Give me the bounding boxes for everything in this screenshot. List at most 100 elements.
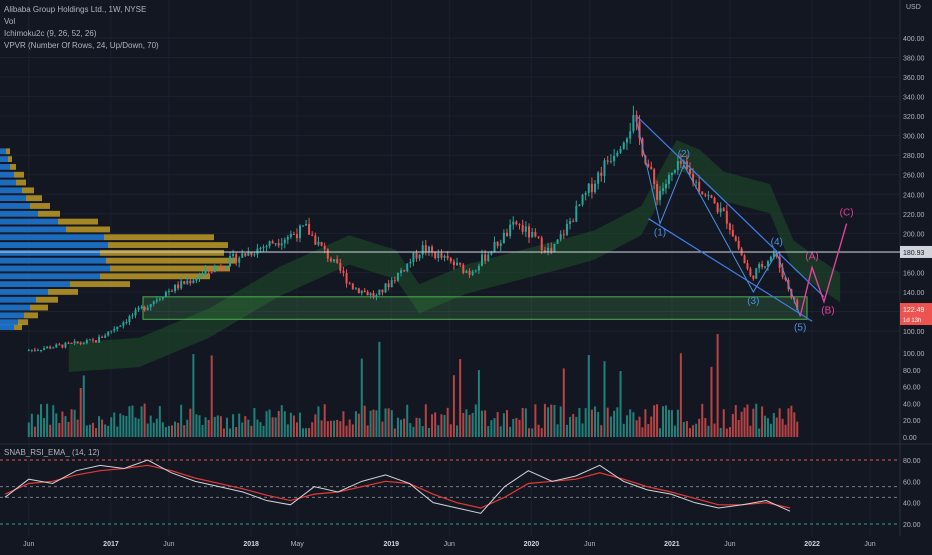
volume-bar bbox=[91, 422, 94, 437]
candle-body bbox=[351, 283, 354, 290]
candle-body bbox=[128, 316, 131, 323]
price-tick-label: 280.00 bbox=[903, 153, 925, 160]
volume-bar bbox=[755, 403, 758, 437]
volume-bar bbox=[758, 428, 761, 437]
candle-body bbox=[600, 172, 603, 176]
volume-bar bbox=[219, 416, 222, 437]
currency-unit: USD bbox=[906, 4, 921, 11]
volume-bar bbox=[351, 424, 354, 437]
volume-bar bbox=[515, 417, 518, 437]
volume-bar bbox=[232, 414, 235, 437]
volume-bar bbox=[98, 416, 101, 437]
vpvr-up-bar bbox=[0, 289, 48, 295]
vpvr-up-bar bbox=[0, 203, 30, 209]
ichimoku-cloud bbox=[68, 140, 841, 373]
volume-bar bbox=[384, 408, 387, 437]
volume-bar bbox=[784, 424, 787, 437]
legend-symbol[interactable]: Alibaba Group Holdings Ltd., 1W, NYSE bbox=[4, 5, 147, 14]
candle-body bbox=[85, 340, 88, 344]
candle-body bbox=[366, 291, 369, 296]
candle-body bbox=[46, 346, 49, 349]
candle-body bbox=[213, 267, 216, 273]
wave-label-c: (C) bbox=[840, 208, 854, 219]
volume-bar bbox=[584, 408, 587, 437]
vpvr-up-bar bbox=[0, 218, 58, 225]
volume-bar bbox=[477, 370, 480, 437]
candle-body bbox=[360, 290, 363, 294]
volume-bar bbox=[509, 426, 512, 437]
volume-bar bbox=[650, 416, 653, 437]
volume-bar bbox=[64, 416, 67, 437]
volume-bar bbox=[295, 422, 298, 437]
candle-body bbox=[225, 266, 228, 269]
volume-bar bbox=[512, 418, 515, 437]
volume-bar bbox=[342, 411, 345, 437]
volume-bar bbox=[134, 417, 137, 437]
volume-bar bbox=[326, 421, 329, 437]
volume-bar bbox=[52, 405, 55, 437]
channel-upper-line bbox=[636, 115, 825, 298]
candle-body bbox=[662, 188, 665, 191]
volume-bar bbox=[707, 425, 710, 437]
volume-bar bbox=[253, 408, 256, 437]
volume-bar bbox=[524, 408, 527, 437]
candle-body bbox=[204, 268, 207, 274]
candle-body bbox=[400, 270, 403, 273]
volume-bar bbox=[667, 409, 670, 437]
volume-tick-label: 40.00 bbox=[903, 401, 921, 408]
candle-body bbox=[440, 253, 443, 258]
legend-rsi[interactable]: SNAB_RSI_EMA_ (14, 12) bbox=[4, 448, 100, 457]
legend-vol[interactable]: Vol bbox=[4, 17, 16, 26]
volume-bar bbox=[664, 405, 667, 437]
volume-bar bbox=[746, 404, 749, 437]
time-axis-label: 2022 bbox=[804, 541, 820, 548]
volume-bar bbox=[440, 414, 443, 437]
legend-ichimoku[interactable]: Ichimoku2c (9, 26, 52, 26) bbox=[4, 29, 97, 38]
volume-bar bbox=[229, 428, 232, 437]
candle-body bbox=[659, 190, 662, 200]
volume-bar bbox=[140, 406, 143, 437]
corrective-wave-path bbox=[799, 223, 848, 317]
candle-body bbox=[698, 181, 701, 192]
vpvr-down-bar bbox=[108, 242, 228, 248]
volume-bar bbox=[262, 425, 265, 437]
volume-bar bbox=[79, 388, 82, 437]
volume-bar bbox=[235, 427, 238, 437]
vpvr-up-bar bbox=[0, 195, 26, 202]
candle-body bbox=[481, 254, 484, 266]
vpvr-down-bar bbox=[58, 218, 98, 225]
volume-bar bbox=[676, 409, 679, 437]
candle-body bbox=[424, 245, 427, 253]
legend-vpvr[interactable]: VPVR (Number Of Rows, 24, Up/Down, 70) bbox=[4, 41, 159, 50]
volume-bar bbox=[213, 416, 216, 437]
volume-bar bbox=[286, 424, 289, 437]
time-axis-label: Jun bbox=[163, 541, 174, 548]
candle-body bbox=[131, 315, 134, 317]
volume-bar bbox=[369, 410, 372, 437]
volume-bar bbox=[449, 424, 452, 437]
candle-body bbox=[348, 283, 351, 285]
candle-body bbox=[314, 235, 317, 245]
candle-body bbox=[363, 290, 366, 292]
candle-body bbox=[198, 276, 201, 279]
volume-bar bbox=[256, 419, 259, 437]
candle-body bbox=[73, 341, 76, 343]
volume-bar bbox=[320, 420, 323, 437]
time-axis-label: Jun bbox=[584, 541, 595, 548]
candle-body bbox=[710, 195, 713, 198]
volume-bar bbox=[61, 411, 64, 437]
volume-bar bbox=[471, 412, 474, 437]
volume-bar bbox=[635, 420, 638, 437]
candle-body bbox=[95, 340, 98, 343]
candle-body bbox=[743, 255, 746, 264]
volume-bar bbox=[673, 425, 676, 437]
candle-body bbox=[155, 299, 158, 302]
volume-bar bbox=[481, 410, 484, 437]
candle-body bbox=[537, 236, 540, 238]
candle-body bbox=[369, 293, 372, 296]
candle-body bbox=[584, 193, 587, 195]
candle-body bbox=[701, 191, 704, 195]
volume-bar bbox=[363, 405, 366, 437]
volume-bar bbox=[58, 422, 61, 437]
